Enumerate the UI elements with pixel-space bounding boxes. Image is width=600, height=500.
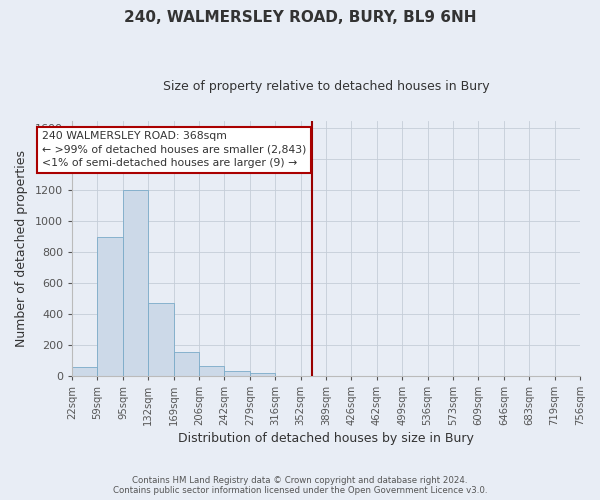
Bar [173,352,199,376]
Y-axis label: Number of detached properties: Number of detached properties [15,150,28,346]
Bar [72,367,97,376]
Bar [199,366,224,376]
Text: 240 WALMERSLEY ROAD: 368sqm
← >99% of detached houses are smaller (2,843)
<1% of: 240 WALMERSLEY ROAD: 368sqm ← >99% of de… [42,132,307,168]
Bar [97,236,123,376]
Bar [250,374,275,376]
Text: Contains HM Land Registry data © Crown copyright and database right 2024.
Contai: Contains HM Land Registry data © Crown c… [113,476,487,495]
Text: 240, WALMERSLEY ROAD, BURY, BL9 6NH: 240, WALMERSLEY ROAD, BURY, BL9 6NH [124,10,476,25]
Title: Size of property relative to detached houses in Bury: Size of property relative to detached ho… [163,80,490,93]
Bar [123,190,148,376]
Bar [224,371,250,376]
X-axis label: Distribution of detached houses by size in Bury: Distribution of detached houses by size … [178,432,474,445]
Bar [148,303,173,376]
